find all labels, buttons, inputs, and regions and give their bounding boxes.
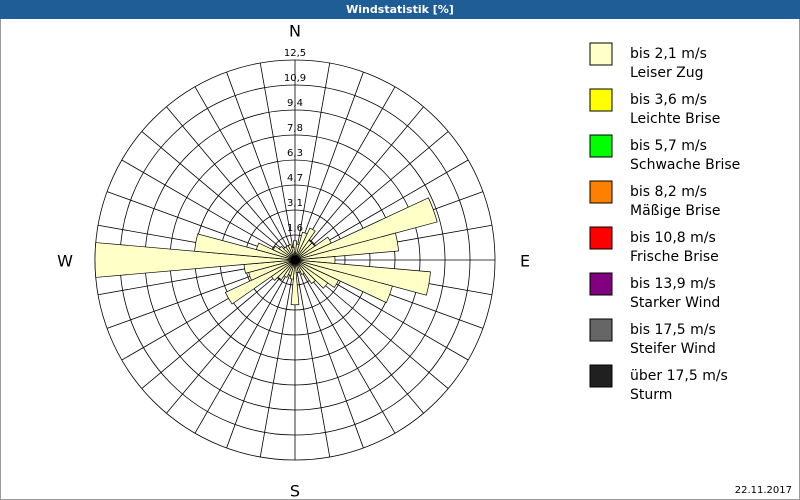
direction-label: W — [57, 252, 73, 271]
direction-label: E — [520, 252, 530, 271]
wind-sector — [294, 227, 316, 261]
wind-sector — [94, 242, 296, 278]
wind-sector — [294, 259, 339, 289]
legend-swatch — [589, 226, 613, 250]
title-bar — [0, 0, 800, 19]
wind-sector — [290, 259, 300, 306]
legend-label: bis 17,5 m/s — [630, 322, 716, 338]
wind-sector — [287, 244, 296, 261]
wind-sector — [294, 232, 399, 261]
r-tick-label: 7,8 — [287, 123, 303, 134]
legend-label: bis 13,9 m/s — [630, 276, 716, 292]
date: 22.11.2017 — [735, 485, 792, 496]
r-tick-label: 3,1 — [287, 198, 303, 209]
legend-description: Leiser Zug — [630, 65, 704, 81]
wind-sector — [224, 259, 296, 305]
legend-swatch — [589, 42, 613, 66]
legend-description: Schwache Brise — [630, 157, 740, 173]
legend-description: Frische Brise — [630, 249, 719, 265]
chart-title: Windstatistik [%] — [346, 3, 454, 16]
legend-description: Mäßige Brise — [630, 203, 720, 219]
legend-description: Sturm — [630, 387, 672, 403]
r-tick-label: 1,6 — [287, 223, 303, 234]
legend-label: bis 3,6 m/s — [630, 92, 707, 108]
wind-sector — [291, 246, 296, 261]
legend-description: Starker Wind — [630, 295, 720, 311]
wind-sector — [278, 245, 296, 261]
r-tick-label: 4,7 — [287, 173, 303, 184]
legend-description: Steifer Wind — [630, 341, 716, 357]
r-tick-label: 10,9 — [284, 73, 306, 84]
direction-label: N — [289, 22, 301, 41]
legend-swatch — [589, 272, 613, 296]
legend-swatch — [589, 364, 613, 388]
legend-swatch — [589, 134, 613, 158]
r-tick-label: 12,5 — [284, 48, 306, 59]
wind-sector — [294, 259, 305, 275]
wind-sector — [292, 240, 298, 261]
legend-swatch — [589, 88, 613, 112]
wind-sector — [294, 259, 329, 289]
direction-label: S — [290, 482, 300, 500]
legend-label: bis 5,7 m/s — [630, 138, 707, 154]
legend-label: bis 8,2 m/s — [630, 184, 707, 200]
r-tick-label: 6,3 — [287, 148, 303, 159]
wind-sector — [294, 259, 316, 285]
legend-swatch — [589, 318, 613, 342]
legend-description: Leichte Brise — [630, 111, 720, 127]
legend-label: bis 10,8 m/s — [630, 230, 716, 246]
legend-label: über 17,5 m/s — [630, 368, 728, 384]
wind-sector — [294, 197, 438, 261]
legend-swatch — [589, 180, 613, 204]
wind-sector — [294, 259, 393, 304]
r-tick-label: 9,4 — [287, 98, 303, 109]
legend-label: bis 2,1 m/s — [630, 46, 707, 62]
